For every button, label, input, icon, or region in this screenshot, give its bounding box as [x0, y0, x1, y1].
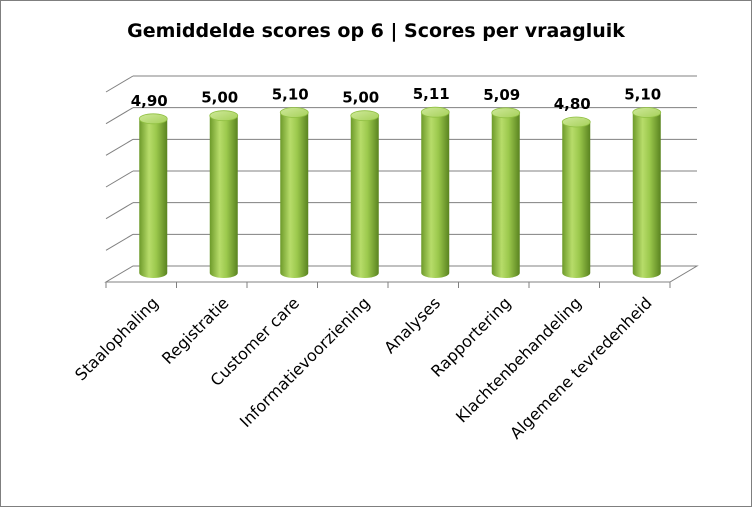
gridline-depth: [105, 75, 134, 93]
bar: [491, 107, 521, 278]
bar-top: [632, 107, 662, 118]
gridline-depth: [105, 170, 134, 188]
bar-top: [279, 107, 309, 118]
bar-top: [138, 113, 168, 125]
bar: [561, 116, 591, 278]
bar-body: [209, 115, 238, 279]
data-label: 4,80: [554, 95, 591, 113]
category-label: Algemene tevredenheid: [506, 293, 655, 442]
bars: [138, 106, 662, 279]
bar-top: [561, 116, 591, 128]
data-label: 5,00: [201, 89, 238, 107]
bar-body: [491, 112, 520, 278]
bar-top: [491, 107, 521, 119]
floor-plane: [104, 265, 699, 283]
gridline-depth: [105, 107, 134, 125]
bar-body: [350, 115, 379, 279]
bar: [279, 107, 309, 278]
bar-body: [421, 112, 450, 278]
category-label: Staalophaling: [71, 293, 162, 384]
bar-body: [280, 112, 309, 278]
data-label: 5,09: [483, 86, 520, 104]
category-label: Registratie: [158, 293, 233, 368]
bar: [632, 107, 662, 278]
bar-top: [209, 110, 239, 122]
data-label: 5,00: [342, 89, 379, 107]
bar: [138, 113, 168, 278]
bar-top: [420, 106, 450, 118]
data-label: 5,10: [624, 86, 661, 104]
data-label: 5,11: [413, 85, 450, 103]
gridline-depth: [105, 202, 134, 220]
gridline-depth: [105, 233, 134, 251]
data-labels: 4,90 5,00 5,10 5,00 5,11 5,09 4,80 5,10: [131, 85, 662, 113]
gridlines: [105, 75, 697, 251]
gridline-depth: [105, 138, 134, 156]
data-label: 4,90: [131, 92, 168, 110]
category-label: Analyses: [380, 293, 444, 357]
bar: [350, 110, 380, 279]
bar-body: [562, 122, 591, 278]
bar: [420, 106, 450, 278]
data-label: 5,10: [272, 86, 309, 104]
chart-floor: [104, 265, 699, 288]
chart-title: Gemiddelde scores op 6 | Scores per vraa…: [127, 20, 625, 42]
bar-body: [632, 112, 661, 278]
category-label: Informatievoorziening: [236, 293, 374, 431]
bar-top: [350, 110, 380, 122]
bar-body: [139, 118, 168, 278]
category-label: Klachtenbehandeling: [452, 293, 585, 426]
bar: [209, 110, 239, 279]
